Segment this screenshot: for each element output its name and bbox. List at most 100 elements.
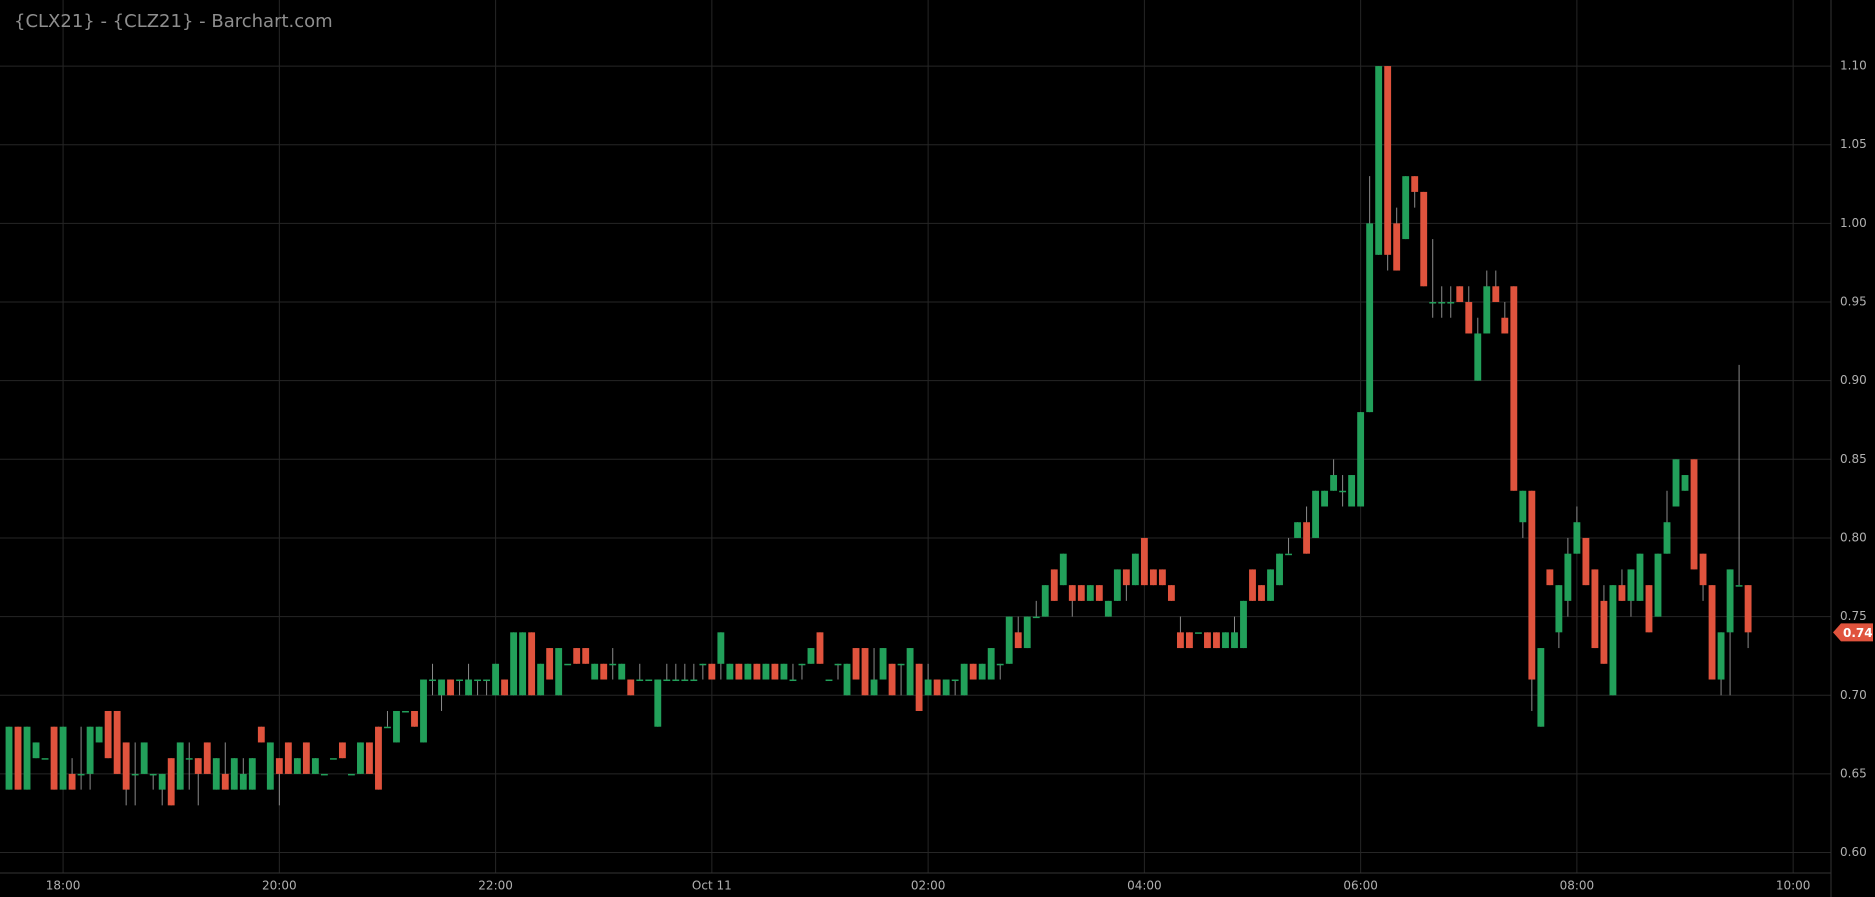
candle-body [888,663,896,696]
candle-body [1113,569,1121,601]
candle-body [1131,553,1139,586]
candle-body [1582,537,1590,586]
candle-body [59,726,67,790]
x-tick-label: 10:00 [1776,879,1811,893]
candle-body [1204,632,1211,649]
candle-body [1294,522,1301,538]
candle-body [924,679,932,696]
candle-body [1384,66,1392,255]
y-tick-label: 1.05 [1840,137,1867,151]
candle-body [393,710,400,743]
candle-body [726,663,734,680]
candle-body [1176,632,1184,649]
candle-body [257,726,265,743]
candle-body [897,663,905,666]
candle-body [1681,475,1689,491]
candle-body [1077,585,1085,601]
candle-body [1645,585,1653,633]
y-tick-label: 1.10 [1840,59,1867,73]
candle-body [1041,585,1049,617]
candle-body [1339,490,1347,493]
candle-body [1240,600,1247,649]
candle-body [1510,286,1518,491]
candle-body [807,648,815,664]
candle-body [429,679,436,682]
candle-body [1501,317,1509,334]
y-tick-label: 0.65 [1840,766,1867,780]
candle-body [717,632,725,664]
candle-body [23,726,31,790]
candle-body [825,679,833,682]
candle-body [1059,553,1067,586]
candle-body [1690,459,1698,570]
candle-body [1213,632,1220,649]
candle-body [1095,585,1103,601]
candle-body [1375,66,1383,255]
candle-body [501,679,509,696]
x-tick-label: 20:00 [262,879,297,893]
candle-body [843,663,851,696]
candle-body [1519,490,1527,523]
candle-body [122,742,130,790]
candle-body [870,679,878,696]
candle-body [879,648,887,680]
candle-body [1663,522,1671,554]
y-tick-label: 0.95 [1840,295,1867,309]
candle-body [1032,616,1040,619]
candle-body [203,742,211,774]
candle-body [1104,600,1112,617]
candle-body [1167,585,1175,601]
candle-body [1483,286,1491,334]
candle-body [852,648,860,680]
candle-body [663,679,671,682]
candle-body [996,663,1004,666]
candle-body [816,632,824,664]
candle-body [654,679,662,727]
y-tick-label: 1.00 [1840,216,1867,230]
candle-body [248,758,256,790]
candle-body [1474,333,1482,381]
candle-body [591,663,599,680]
candle-body [68,773,76,790]
candle-body [789,679,797,682]
candle-body [1744,585,1752,633]
candle-body [753,663,761,680]
candle-body [1600,600,1608,664]
candle-body [185,758,193,760]
candle-body [1591,569,1599,649]
candle-body [834,663,842,666]
candle-body [86,726,94,774]
candle-body [14,726,22,790]
x-tick-label: 22:00 [478,879,513,893]
candle-body [1411,176,1419,192]
candle-body [483,679,491,682]
candle-body [564,663,572,666]
x-tick-label: 02:00 [911,879,946,893]
candle-body [375,726,382,790]
candle-body [302,742,310,774]
candle-body [338,742,346,759]
candle-body [357,742,364,774]
candle-body [1402,176,1410,240]
candle-body [1276,553,1283,586]
candle-body [1312,490,1320,538]
candle-body [492,663,500,696]
candle-body [1636,553,1644,601]
candle-body [465,679,472,696]
candle-body [1086,585,1094,601]
candle-body [77,773,85,776]
candle-body [1258,585,1265,601]
candle-body [1222,632,1229,649]
candle-body [1140,537,1148,586]
candle-body [1555,585,1563,633]
candle-body [744,663,752,680]
candle-body [320,773,328,776]
candle-body [951,679,959,682]
candle-body [1068,585,1076,601]
last-price-badge [1833,623,1873,642]
candle-body [1672,459,1680,507]
candle-body [221,773,229,790]
candle-body [402,710,409,713]
